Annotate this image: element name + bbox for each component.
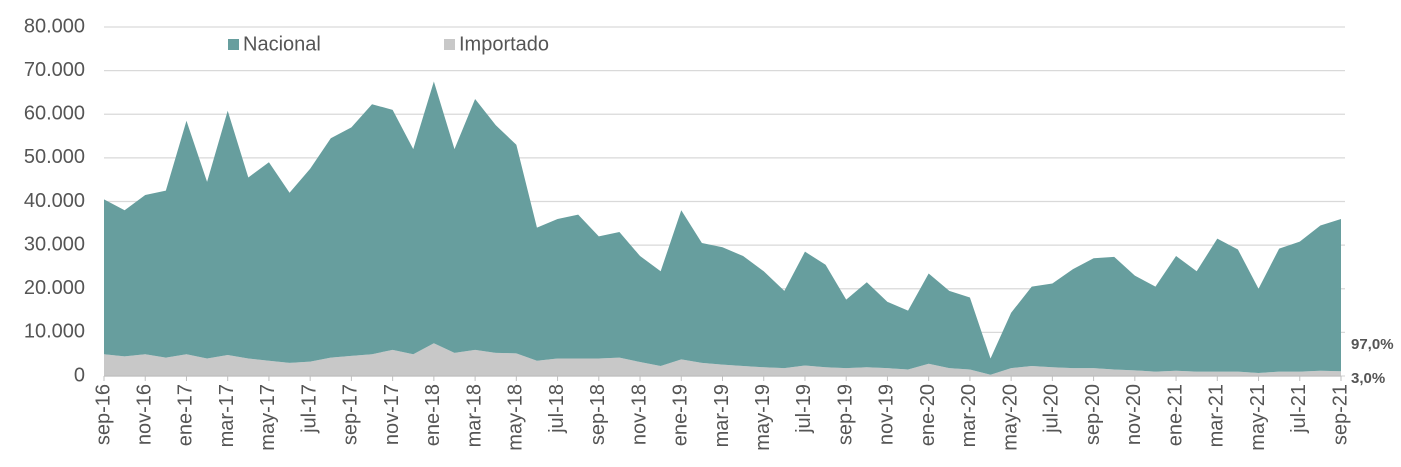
x-tick-label: sep-21 [1329,384,1351,445]
x-tick-label: may-18 [505,384,527,451]
y-tick-label: 30.000 [24,233,85,255]
legend-swatch [228,39,239,50]
x-tick-label: nov-17 [381,384,403,445]
x-tick-label: ene-21 [1164,384,1186,446]
y-tick-label: 10.000 [24,321,85,343]
x-tick-label: nov-18 [628,384,650,445]
x-tick-label: jul-17 [298,384,320,434]
y-tick-label: 80.000 [24,15,85,37]
y-tick-label: 60.000 [24,103,85,125]
area [104,343,1341,376]
x-tick-label: nov-19 [876,384,898,445]
end-label: 3,0% [1351,370,1385,387]
legend-label: Nacional [243,33,321,55]
y-tick-label: 50.000 [24,146,85,168]
x-tick-label: sep-19 [834,384,856,445]
x-tick-label: ene-20 [917,384,939,446]
x-tick-label: nov-20 [1123,384,1145,445]
area [104,81,1341,375]
x-tick-label: may-19 [752,384,774,451]
y-tick-label: 20.000 [24,277,85,299]
x-tick-label: sep-17 [340,384,362,445]
x-tick-label: sep-20 [1082,384,1104,445]
y-tick-label: 40.000 [24,190,85,212]
legend-swatch [444,39,455,50]
x-tick-label: sep-16 [92,384,114,445]
x-tick-label: mar-20 [958,384,980,447]
x-tick-label: ene-17 [175,384,197,446]
x-tick-label: mar-17 [216,384,238,447]
x-tick-label: mar-18 [463,384,485,447]
x-tick-label: jul-18 [546,384,568,434]
x-tick-label: mar-19 [711,384,733,447]
y-tick-label: 70.000 [24,59,85,81]
x-tick-label: ene-18 [422,384,444,446]
x-tick-label: may-20 [999,384,1021,451]
x-tick-label: jul-21 [1288,384,1310,434]
x-tick-label: mar-21 [1206,384,1228,447]
x-tick-label: nov-16 [134,384,156,445]
end-label: 97,0% [1351,336,1394,353]
x-tick-label: may-17 [257,384,279,451]
x-tick-label: ene-19 [670,384,692,446]
x-tick-label: jul-19 [793,384,815,434]
x-tick-label: sep-18 [587,384,609,445]
legend-label: Importado [459,33,549,55]
x-tick-label: jul-20 [1041,384,1063,434]
x-tick-label: may-21 [1247,384,1269,451]
y-tick-label: 0 [74,364,85,386]
